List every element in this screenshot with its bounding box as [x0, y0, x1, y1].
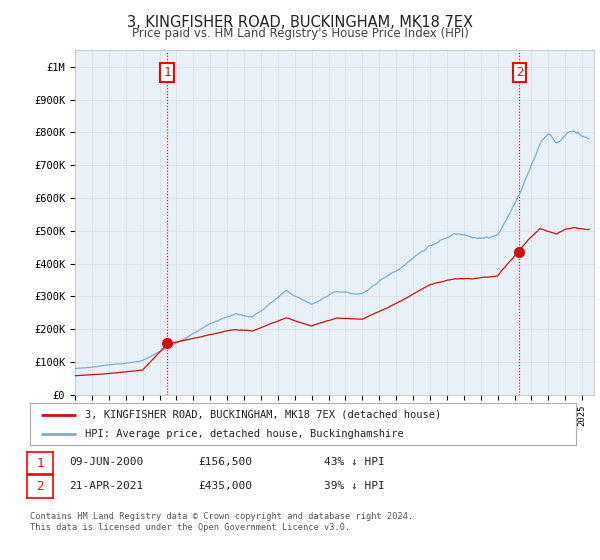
Text: 1: 1 [37, 456, 44, 470]
Text: HPI: Average price, detached house, Buckinghamshire: HPI: Average price, detached house, Buck… [85, 429, 403, 439]
Text: 43% ↓ HPI: 43% ↓ HPI [324, 457, 385, 467]
Text: Contains HM Land Registry data © Crown copyright and database right 2024.
This d: Contains HM Land Registry data © Crown c… [30, 512, 413, 532]
Text: 39% ↓ HPI: 39% ↓ HPI [324, 480, 385, 491]
Text: Price paid vs. HM Land Registry's House Price Index (HPI): Price paid vs. HM Land Registry's House … [131, 27, 469, 40]
Text: 1: 1 [164, 66, 171, 80]
Text: £435,000: £435,000 [198, 480, 252, 491]
Text: 2: 2 [516, 66, 523, 80]
Text: 21-APR-2021: 21-APR-2021 [69, 480, 143, 491]
Text: 3, KINGFISHER ROAD, BUCKINGHAM, MK18 7EX: 3, KINGFISHER ROAD, BUCKINGHAM, MK18 7EX [127, 15, 473, 30]
Text: 3, KINGFISHER ROAD, BUCKINGHAM, MK18 7EX (detached house): 3, KINGFISHER ROAD, BUCKINGHAM, MK18 7EX… [85, 409, 441, 419]
Text: 2: 2 [37, 480, 44, 493]
Text: £156,500: £156,500 [198, 457, 252, 467]
Text: 09-JUN-2000: 09-JUN-2000 [69, 457, 143, 467]
